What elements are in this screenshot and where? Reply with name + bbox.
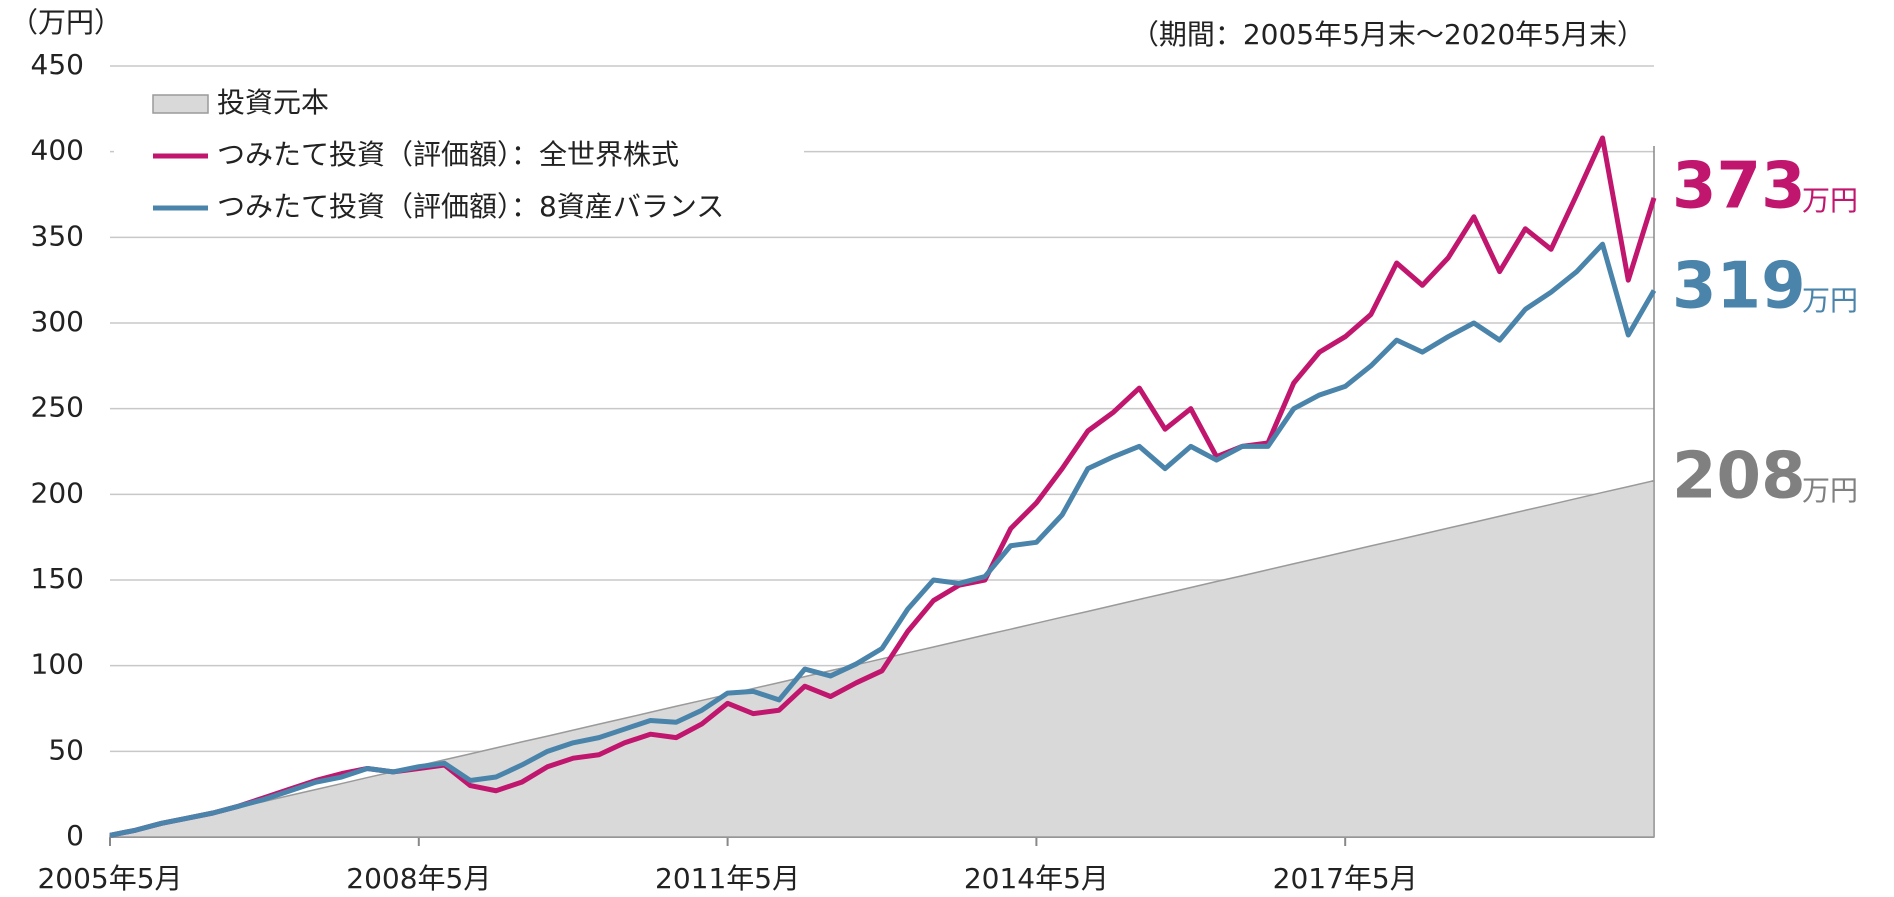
end-unit-label: 万円	[1802, 184, 1858, 217]
legend-label: つみたて投資（評価額）：8資産バランス	[217, 190, 724, 223]
end-value-label: 208	[1672, 440, 1806, 514]
principal-area	[109, 479, 1655, 838]
y-tick-label: 350	[31, 219, 84, 252]
legend-swatch	[152, 94, 209, 114]
y-tick-label: 200	[31, 476, 84, 509]
legend-box	[114, 82, 804, 232]
end-unit-label: 万円	[1802, 284, 1858, 317]
end-value-label: 319	[1672, 250, 1806, 324]
y-tick-label: 250	[31, 391, 84, 424]
x-tick-label: 2005年5月	[37, 862, 182, 895]
y-tick-label: 50	[48, 733, 84, 766]
y-tick-label: 300	[31, 305, 84, 338]
x-tick-label: 2008年5月	[346, 862, 491, 895]
y-tick-label: 150	[31, 562, 84, 595]
y-tick-label: 450	[31, 48, 84, 81]
legend-label: つみたて投資（評価額）：全世界株式	[217, 138, 679, 171]
end-unit-label: 万円	[1802, 474, 1858, 507]
y-tick-label: 100	[31, 648, 84, 681]
marks	[109, 135, 1657, 838]
end-value-label: 373	[1672, 150, 1806, 224]
x-tick-label: 2017年5月	[1273, 862, 1418, 895]
legend-label: 投資元本	[217, 86, 329, 119]
y-tick-label: 0	[66, 819, 84, 852]
y-tick-label: 400	[31, 134, 84, 167]
subtitle: （期間：2005年5月末～2020年5月末）	[1131, 18, 1645, 51]
x-tick-label: 2011年5月	[655, 862, 800, 895]
y-axis-label: （万円）	[10, 6, 122, 39]
x-tick-label: 2014年5月	[964, 862, 1109, 895]
series-line	[109, 241, 1657, 838]
